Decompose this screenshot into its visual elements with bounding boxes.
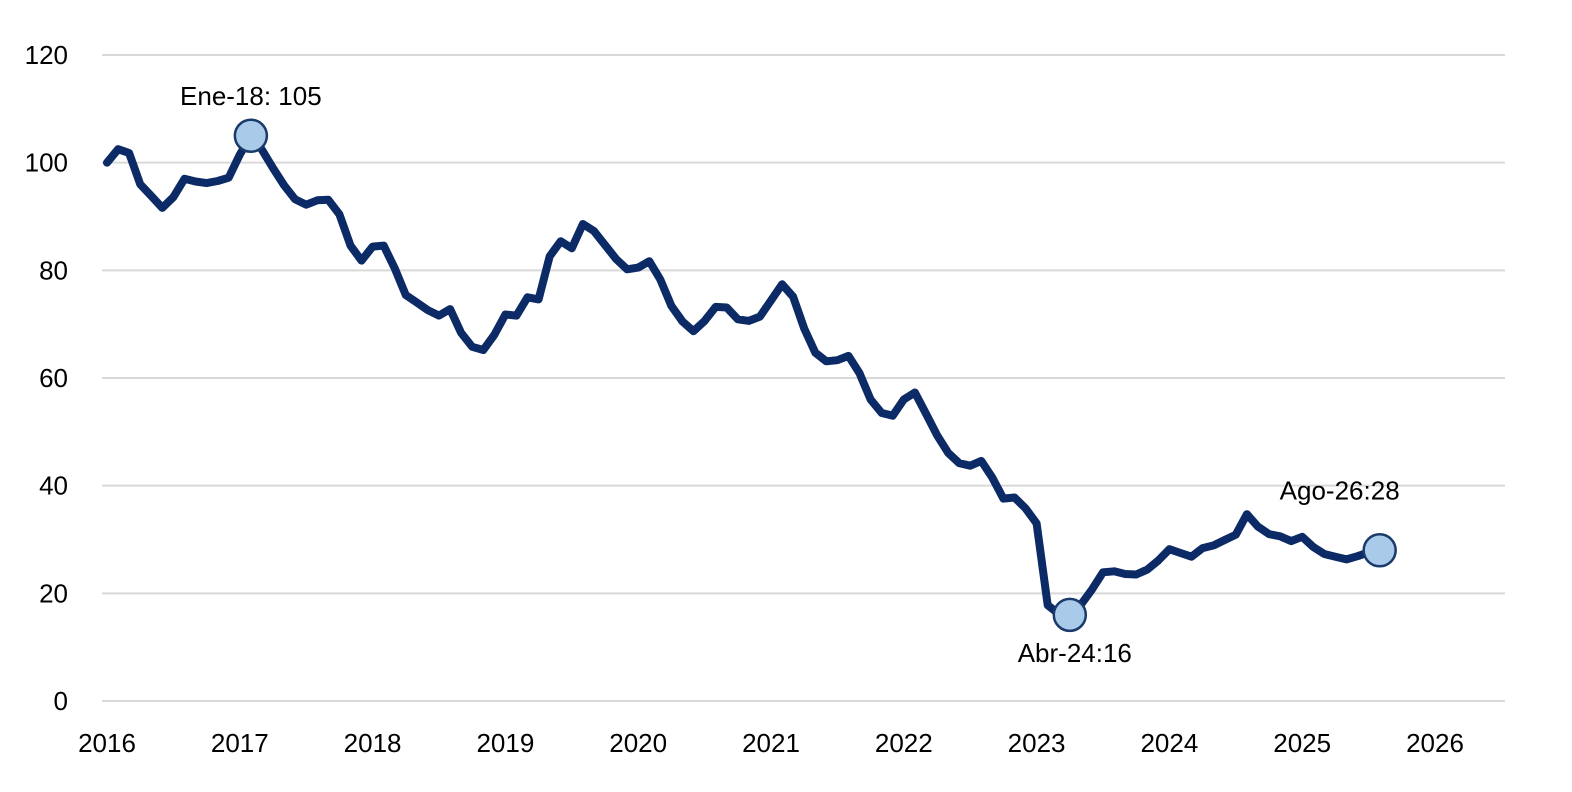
x-tick-label: 2016 [78,728,136,758]
y-tick-label: 60 [39,363,68,393]
annotation-layer: Ene-18: 105 Abr-24:16 Ago-26:28 [180,81,1400,668]
y-tick-label: 120 [25,40,68,70]
data-marker [233,118,269,153]
x-axis-ticks: 2016 2017 2018 2019 2020 2021 2022 2023 2024 2025… [78,728,1464,758]
x-tick-label: 2017 [211,728,269,758]
y-tick-label: 40 [39,471,68,501]
x-tick-label: 2022 [875,728,933,758]
grid-layer [102,54,1505,702]
x-tick-label: 2018 [344,728,402,758]
data-marker [1362,533,1397,568]
x-tick-label: 2026 [1406,728,1464,758]
y-tick-label: 0 [54,686,68,716]
annotation-label: Ene-18: 105 [180,81,322,111]
x-tick-label: 2023 [1008,728,1066,758]
marker-layer [233,118,1397,633]
x-tick-label: 2021 [742,728,800,758]
y-tick-label: 20 [39,578,68,608]
y-tick-label: 100 [25,148,68,178]
y-tick-label: 80 [39,255,68,285]
x-tick-label: 2019 [476,728,534,758]
series-layer [103,131,1384,619]
series-line [103,131,1384,619]
x-tick-label: 2025 [1273,728,1331,758]
x-tick-label: 2020 [609,728,667,758]
annotation-label: Abr-24:16 [1018,638,1132,668]
x-tick-label: 2024 [1140,728,1198,758]
annotation-label: Ago-26:28 [1280,475,1400,505]
data-marker [1052,597,1088,633]
y-axis-ticks: 0 20 40 60 80 100 120 [25,40,68,716]
